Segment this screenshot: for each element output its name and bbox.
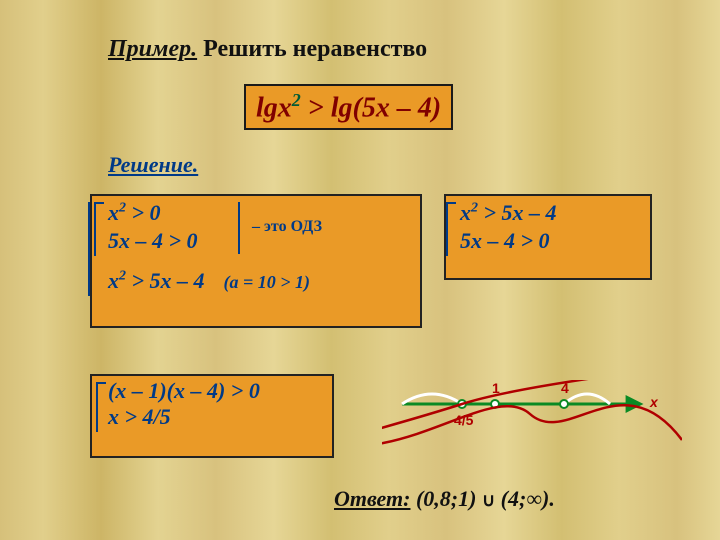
title-rest: Решить неравенство: [197, 36, 427, 62]
label-1: 1: [492, 380, 500, 396]
answer-line: Ответ: (0,8;1) ∪ (4;∞).: [334, 486, 555, 512]
boxA-line1: x2 > 0: [108, 200, 161, 226]
main-inequality-box: lgx2 > lg(5x – 4): [244, 84, 453, 130]
boxA-line1-rest: > 0: [126, 200, 161, 225]
bracket-a-outer: [88, 202, 98, 296]
boxA-line3: x2 > 5x – 4 (а = 10 > 1): [108, 268, 310, 294]
pt-4: [560, 400, 568, 408]
boxB-line1-exp: 2: [471, 201, 478, 216]
boxC-line2: x > 4/5: [108, 404, 171, 430]
label-4: 4: [561, 380, 569, 396]
lg-exp: 2: [292, 90, 301, 110]
lg-rhs: lg(5x – 4): [331, 92, 441, 123]
answer-label: Ответ:: [334, 486, 410, 511]
bracket-c: [96, 382, 106, 432]
boxC-line1: (x – 1)(x – 4) > 0: [108, 378, 260, 404]
boxA-line1-x: x: [108, 200, 119, 225]
answer-interval2: (4;∞).: [495, 486, 555, 511]
boxA-line1-exp: 2: [119, 201, 126, 216]
boxB-line2: 5x – 4 > 0: [460, 228, 550, 254]
boxB-line1-x: x: [460, 200, 471, 225]
label-4-5: 4/5: [454, 412, 473, 428]
system-box-c: (x – 1)(x – 4) > 0 x > 4/5: [90, 374, 334, 458]
boxA-line3-x: x: [108, 268, 119, 293]
solution-heading: Решение.: [108, 152, 198, 178]
answer-interval1: (0,8;1): [410, 486, 481, 511]
divider-a: [238, 202, 240, 254]
odz-label: – это ОДЗ: [252, 218, 322, 236]
system-box-a: x2 > 0 5x – 4 > 0 – это ОДЗ x2 > 5x – 4 …: [90, 194, 422, 328]
example-title: Пример. Решить неравенство: [108, 36, 427, 63]
system-box-b: x2 > 5x – 4 5x – 4 > 0: [444, 194, 652, 280]
answer-union: ∪: [482, 490, 495, 510]
title-underlined: Пример.: [108, 36, 197, 62]
boxB-line1-rest: > 5x – 4: [478, 200, 557, 225]
lg-gt: >: [301, 92, 331, 123]
lg-lhs-a: lg: [256, 92, 278, 123]
lg-lhs-b: x: [278, 92, 292, 123]
number-line-svg: [382, 380, 682, 450]
number-line: 1 4 4/5 х: [382, 380, 682, 450]
boxA-line3-exp: 2: [119, 269, 126, 284]
bracket-b: [446, 202, 456, 256]
axis-x-label: х: [650, 394, 658, 410]
boxA-paren: (а = 10 > 1): [210, 272, 310, 292]
boxA-line2: 5x – 4 > 0: [108, 228, 198, 254]
boxA-paren-text: (а = 10 > 1): [224, 272, 311, 292]
boxB-line1: x2 > 5x – 4: [460, 200, 557, 226]
boxA-line3-rest: > 5x – 4: [126, 268, 205, 293]
